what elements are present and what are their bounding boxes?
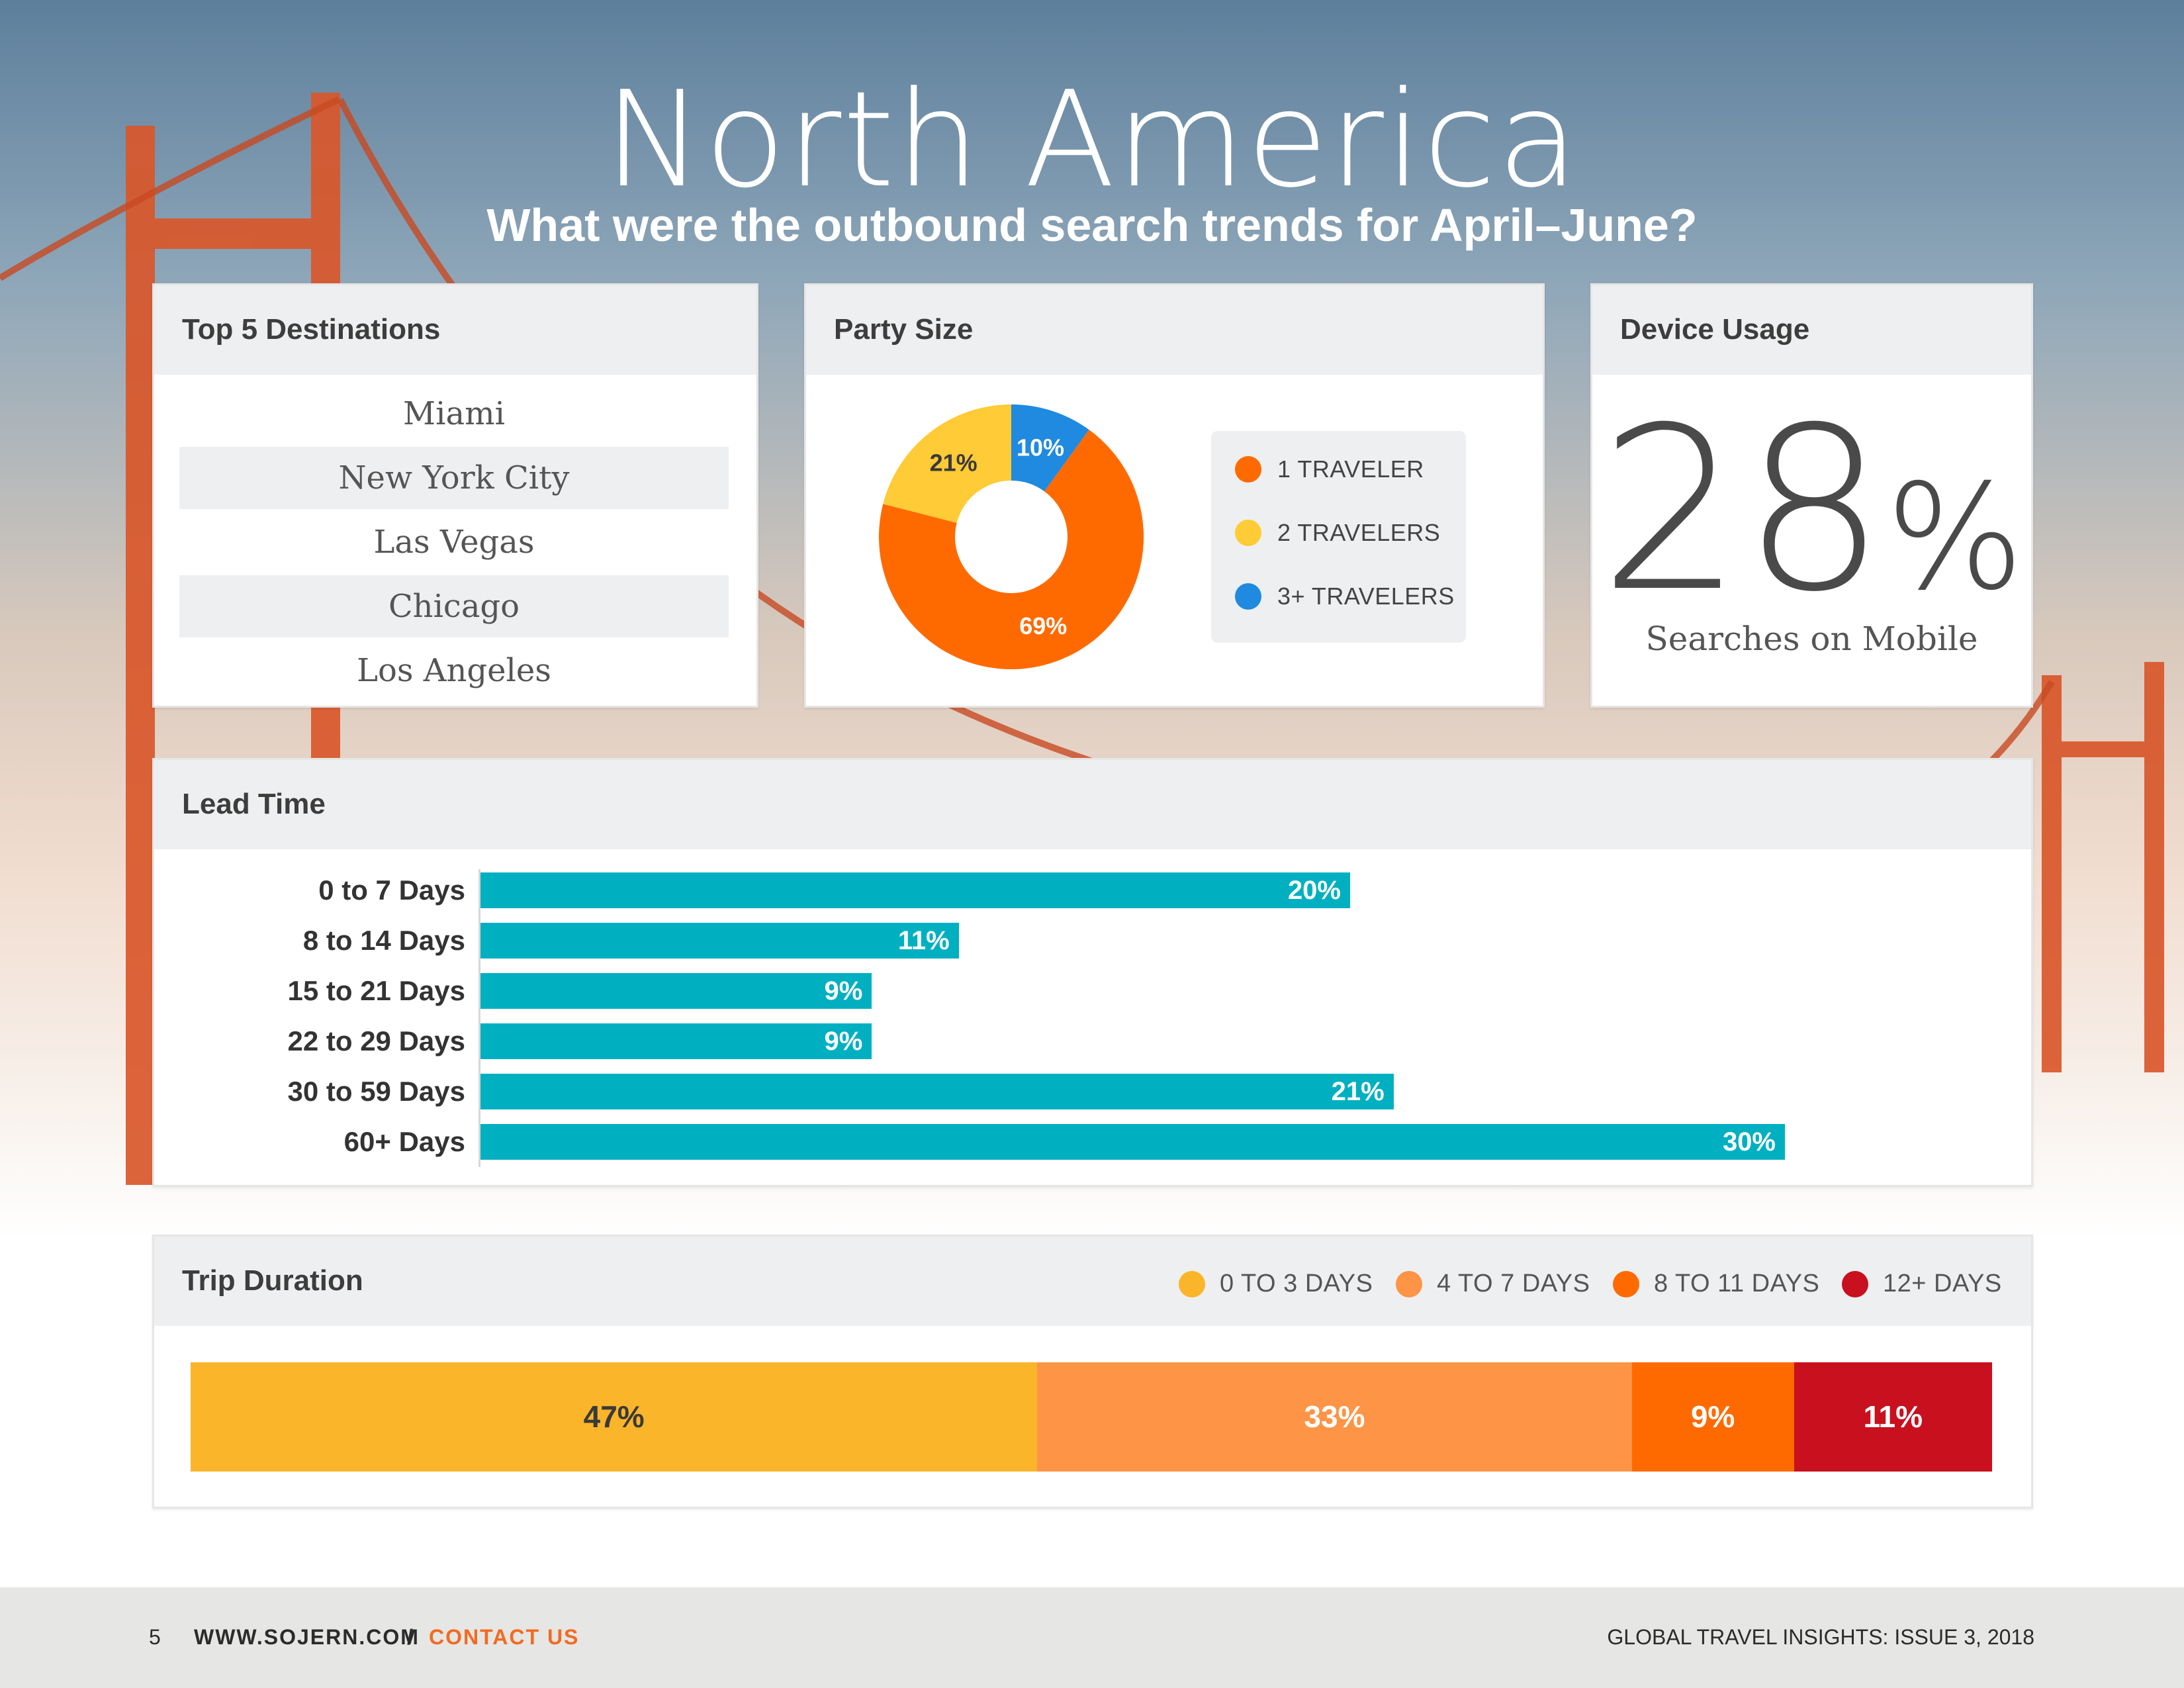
legend-dot-icon (1842, 1270, 1868, 1297)
lead-axis-line (478, 869, 480, 1167)
pie-label-1: 69% (1019, 612, 1067, 639)
pie-slice-2 (883, 404, 1011, 523)
legend-label: 1 TRAVELER (1277, 455, 1424, 483)
destinations-title: Top 5 Destinations (182, 313, 441, 346)
trip-legend-0-to-3: 0 TO 3 DAYS (1179, 1270, 1373, 1298)
device-usage-label: Searches on Mobile (1645, 620, 1978, 658)
legend-label: 8 TO 11 DAYS (1654, 1270, 1820, 1297)
percent-symbol: % (1886, 453, 2025, 622)
trip-segment: 33% (1037, 1362, 1632, 1472)
legend-dot-icon (1235, 583, 1261, 610)
lead-bar-value: 20% (1287, 876, 1341, 905)
trip-duration-card: Trip Duration 0 TO 3 DAYS 4 TO 7 DAYS 8 … (152, 1235, 2033, 1509)
pie-label-3: 10% (1017, 434, 1064, 461)
page-subtitle: What were the outbound search trends for… (486, 199, 1698, 251)
legend-item-2-travelers: 2 TRAVELERS (1235, 513, 1440, 553)
party-size-card: Party Size 69% 21% 10% 1 TRAVELER 2 TRAVEL… (804, 283, 1545, 708)
lead-category-label: 8 to 14 Days (302, 925, 465, 956)
trip-segment: 11% (1794, 1362, 1992, 1472)
legend-item-1-traveler: 1 TRAVELER (1235, 449, 1424, 489)
lead-bar-value: 30% (1722, 1127, 1776, 1156)
legend-item-3-plus-travelers: 3+ TRAVELERS (1235, 577, 1455, 616)
trip-legend-12-plus: 12+ DAYS (1842, 1270, 2002, 1298)
mobile-percentage-value: 28 (1599, 379, 1886, 641)
device-usage-card: Device Usage 28% Searches on Mobile (1590, 283, 2033, 708)
mobile-percentage: 28% (1592, 398, 2031, 650)
trip-segment: 47% (191, 1362, 1038, 1472)
lead-bar: 9% (480, 973, 872, 1009)
legend-label: 12+ DAYS (1883, 1270, 2002, 1297)
lead-category-label: 30 to 59 Days (287, 1076, 466, 1107)
legend-dot-icon (1235, 520, 1261, 546)
lead-bar: 30% (480, 1124, 1785, 1160)
lead-bar-value: 9% (824, 976, 863, 1006)
lead-category-label: 60+ Days (343, 1126, 465, 1157)
lead-bar: 20% (480, 872, 1350, 908)
lead-time-card: Lead Time 0 to 7 Days 20% 8 to 14 Days 11% 1… (152, 758, 2033, 1187)
party-size-title: Party Size (834, 313, 974, 346)
party-size-legend: 1 TRAVELER 2 TRAVELERS 3+ TRAVELERS (1211, 431, 1466, 643)
legend-dot-icon (1613, 1270, 1639, 1297)
trip-legend-8-to-11: 8 TO 11 DAYS (1613, 1270, 1819, 1298)
trip-segment: 9% (1631, 1362, 1794, 1472)
footer-separator: / (407, 1625, 413, 1649)
lead-bar: 11% (480, 923, 959, 959)
party-size-header: Party Size (806, 285, 1543, 375)
legend-label: 2 TRAVELERS (1277, 519, 1441, 546)
device-usage-header: Device Usage (1592, 285, 2031, 375)
lead-category-label: 22 to 29 Days (287, 1025, 466, 1056)
page-number: 5 (149, 1625, 161, 1649)
legend-dot-icon (1179, 1270, 1205, 1297)
legend-dot-icon (1396, 1270, 1422, 1297)
destination-item: New York City (179, 447, 729, 509)
pie-slice-3 (1011, 404, 1089, 492)
destinations-card: Top 5 Destinations Miami New York City L… (152, 283, 758, 708)
pie-label-2: 21% (930, 449, 978, 476)
legend-label: 4 TO 7 DAYS (1437, 1270, 1590, 1297)
lead-category-label: 0 to 7 Days (318, 874, 465, 906)
lead-bar: 21% (480, 1074, 1394, 1109)
legend-label: 3+ TRAVELERS (1277, 583, 1455, 610)
issue-label: GLOBAL TRAVEL INSIGHTS: ISSUE 3, 2018 (1607, 1625, 2034, 1649)
device-usage-title: Device Usage (1620, 313, 1810, 346)
destination-item: Los Angeles (357, 652, 551, 689)
website-link[interactable]: WWW.SOJERN.COM (194, 1625, 420, 1649)
destination-item: Chicago (179, 575, 729, 637)
trip-duration-title: Trip Duration (182, 1264, 363, 1297)
contact-us-link[interactable]: CONTACT US (429, 1625, 580, 1649)
legend-label: 0 TO 3 DAYS (1220, 1270, 1373, 1297)
destination-item: Miami (403, 395, 505, 432)
destination-item: Las Vegas (373, 524, 535, 561)
pie-slice-1 (879, 430, 1144, 669)
trip-legend-4-to-7: 4 TO 7 DAYS (1396, 1270, 1590, 1298)
legend-dot-icon (1235, 456, 1261, 483)
trip-duration-header: Trip Duration 0 TO 3 DAYS 4 TO 7 DAYS 8 … (154, 1237, 2031, 1326)
destinations-header: Top 5 Destinations (154, 285, 756, 375)
party-size-donut-chart: 69% 21% 10% (879, 404, 1144, 669)
page-footer: 5 WWW.SOJERN.COM / CONTACT US GLOBAL TRA… (0, 1587, 2184, 1688)
lead-bar-value: 21% (1331, 1077, 1385, 1106)
lead-category-label: 15 to 21 Days (287, 975, 466, 1006)
lead-time-header: Lead Time (154, 760, 2031, 849)
lead-bar-value: 9% (824, 1027, 863, 1056)
lead-time-title: Lead Time (182, 788, 326, 820)
lead-bar: 9% (480, 1023, 872, 1059)
lead-bar-value: 11% (897, 926, 950, 955)
page-title: North America (604, 63, 1580, 217)
